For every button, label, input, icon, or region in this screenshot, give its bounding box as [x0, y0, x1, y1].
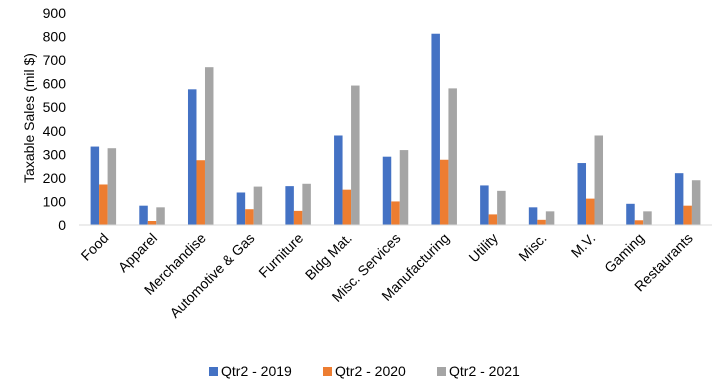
- category-label: Apparel: [115, 230, 160, 275]
- y-tick-label: 800: [43, 29, 67, 45]
- bar: [147, 221, 157, 225]
- category-label: Utility: [465, 230, 501, 266]
- bar: [480, 185, 489, 225]
- legend-swatch: [437, 367, 446, 376]
- bar: [245, 209, 254, 225]
- bar: [391, 201, 400, 225]
- bar: [351, 85, 360, 225]
- y-tick-label: 500: [43, 99, 67, 115]
- bar: [236, 192, 246, 225]
- y-tick-label: 200: [43, 170, 67, 186]
- bar: [545, 211, 555, 225]
- category-label: Misc.: [515, 230, 549, 264]
- legend-label: Qtr2 - 2019: [221, 363, 292, 379]
- y-tick-label: 400: [43, 123, 67, 139]
- bar: [586, 198, 595, 225]
- bar: [293, 210, 303, 225]
- bar: [626, 203, 635, 225]
- category-label: M.V.: [568, 230, 599, 261]
- bar: [448, 88, 457, 225]
- bar: [577, 163, 587, 225]
- bar: [683, 205, 692, 225]
- bar: [439, 159, 449, 225]
- category-label: Food: [78, 230, 112, 264]
- bar: [537, 219, 546, 225]
- bar: [302, 183, 311, 225]
- bar: [634, 220, 644, 225]
- bar: [674, 173, 684, 225]
- bar: [497, 190, 506, 225]
- y-tick-label: 700: [43, 52, 67, 68]
- bar: [196, 160, 205, 225]
- bar: [594, 135, 604, 225]
- bar: [488, 214, 498, 225]
- y-tick-label: 100: [43, 193, 67, 209]
- bar: [431, 33, 440, 226]
- bar: [382, 156, 392, 225]
- bar: [399, 150, 409, 225]
- y-axis-title: Taxable Sales (mil $): [21, 53, 37, 183]
- bar: [99, 184, 108, 225]
- bar: [139, 205, 148, 225]
- legend: Qtr2 - 2019 Qtr2 - 2020 Qtr2 - 2021: [209, 363, 520, 379]
- category-label: Automotive & Gas: [166, 230, 257, 321]
- y-tick-label: 0: [58, 217, 66, 233]
- bar: [691, 180, 701, 225]
- bar: [643, 211, 652, 225]
- legend-swatch: [323, 367, 332, 376]
- y-axis-ticks: 0 100 200 300 400 500 600 700 800 900: [43, 5, 67, 233]
- bar: [253, 186, 263, 225]
- bar: [334, 135, 343, 225]
- bar: [156, 207, 165, 225]
- legend-swatch: [209, 367, 218, 376]
- bar: [204, 67, 214, 226]
- category-label: Furniture: [255, 230, 306, 281]
- bar: [107, 148, 117, 225]
- bar: [342, 189, 352, 225]
- bar: [528, 207, 538, 225]
- category-label: Gaming: [601, 230, 647, 276]
- bars: [90, 33, 701, 226]
- legend-label: Qtr2 - 2020: [335, 363, 406, 379]
- y-tick-label: 900: [43, 5, 67, 21]
- y-tick-label: 600: [43, 76, 67, 92]
- bar: [285, 186, 294, 225]
- bar: [187, 89, 197, 225]
- y-tick-label: 300: [43, 146, 67, 162]
- legend-label: Qtr2 - 2021: [449, 363, 520, 379]
- bar: [90, 146, 100, 225]
